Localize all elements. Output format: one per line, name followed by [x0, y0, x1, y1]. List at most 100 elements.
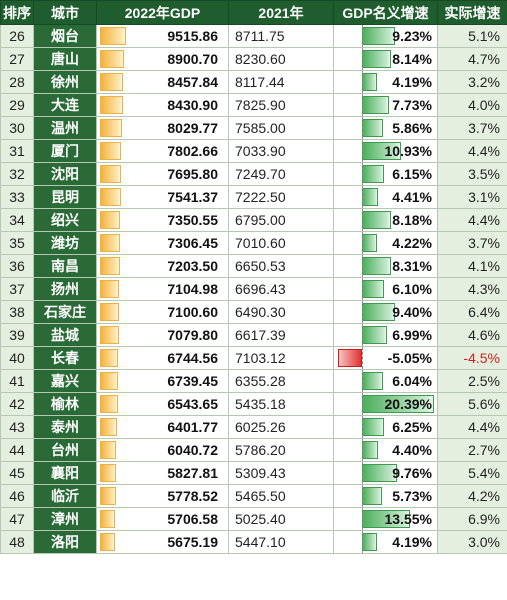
rank-cell: 36 [0, 254, 34, 278]
gdp2022-cell: 8029.77 [96, 116, 229, 140]
gdp2022-cell: 8900.70 [96, 47, 229, 71]
nominal-growth-value: 7.73% [392, 97, 432, 113]
nominal-growth-cell: 7.73% [333, 93, 438, 117]
table-row: 41 嘉兴 6739.45 6355.28 6.04% 2.5% [0, 369, 507, 393]
nominal-growth-cell: 8.18% [333, 208, 438, 232]
real-growth-cell: 3.0% [437, 530, 507, 554]
gdp2022-bar [100, 464, 116, 482]
gdp2022-value: 8029.77 [167, 120, 218, 136]
zero-axis-line [362, 117, 363, 139]
real-growth-cell: 3.7% [437, 231, 507, 255]
gdp2022-bar [100, 119, 122, 137]
gdp2022-bar [100, 96, 123, 114]
gdp2021-cell: 5786.20 [228, 438, 334, 462]
gdp2021-cell: 5025.40 [228, 507, 334, 531]
gdp2021-cell: 5447.10 [228, 530, 334, 554]
city-cell: 盐城 [33, 323, 97, 347]
rank-cell: 46 [0, 484, 34, 508]
gdp2022-cell: 6040.72 [96, 438, 229, 462]
nominal-growth-value: 5.73% [392, 488, 432, 504]
real-growth-cell: 4.3% [437, 277, 507, 301]
gdp2022-value: 6040.72 [167, 442, 218, 458]
nominal-growth-value: 8.18% [392, 212, 432, 228]
gdp2021-cell: 6355.28 [228, 369, 334, 393]
gdp2022-cell: 9515.86 [96, 24, 229, 48]
nominal-growth-cell: 9.23% [333, 24, 438, 48]
nominal-growth-bar-negative [338, 349, 362, 367]
rank-cell: 41 [0, 369, 34, 393]
gdp2022-value: 8457.84 [167, 74, 218, 90]
nominal-growth-cell: -5.05% [333, 346, 438, 370]
gdp-ranking-table: 排序 城市 2022年GDP 2021年 GDP名义增速 实际增速 26 烟台 95… [0, 0, 507, 554]
gdp2022-cell: 7541.37 [96, 185, 229, 209]
zero-axis-line [362, 255, 363, 277]
rank-cell: 30 [0, 116, 34, 140]
gdp2022-bar [100, 211, 120, 229]
rank-cell: 26 [0, 24, 34, 48]
real-growth-cell: 2.5% [437, 369, 507, 393]
zero-axis-line [362, 347, 363, 369]
table-body: 26 烟台 9515.86 8711.75 9.23% 5.1% 27 唐山 8900.70 82… [0, 24, 507, 554]
real-growth-cell: -4.5% [437, 346, 507, 370]
nominal-growth-value: 6.99% [392, 327, 432, 343]
nominal-growth-cell: 6.25% [333, 415, 438, 439]
nominal-growth-value: 6.10% [392, 281, 432, 297]
gdp2022-value: 8430.90 [167, 97, 218, 113]
gdp2021-cell: 6650.53 [228, 254, 334, 278]
zero-axis-line [362, 25, 363, 47]
gdp2022-value: 7100.60 [167, 304, 218, 320]
gdp2022-bar [100, 188, 121, 206]
nominal-growth-value: 4.40% [392, 442, 432, 458]
nominal-growth-value: 13.55% [384, 511, 432, 527]
zero-axis-line [362, 278, 363, 300]
rank-cell: 31 [0, 139, 34, 163]
gdp2022-bar [100, 326, 120, 344]
rank-cell: 48 [0, 530, 34, 554]
gdp2022-cell: 6744.56 [96, 346, 229, 370]
zero-axis-line [362, 531, 363, 553]
table-row: 36 南昌 7203.50 6650.53 8.31% 4.1% [0, 254, 507, 278]
gdp2022-cell: 6543.65 [96, 392, 229, 416]
nominal-growth-cell: 4.19% [333, 530, 438, 554]
nominal-growth-value: 8.14% [392, 51, 432, 67]
gdp2021-cell: 7033.90 [228, 139, 334, 163]
gdp2021-cell: 6025.26 [228, 415, 334, 439]
rank-cell: 34 [0, 208, 34, 232]
nominal-growth-cell: 4.22% [333, 231, 438, 255]
table-row: 42 榆林 6543.65 5435.18 20.39% 5.6% [0, 392, 507, 416]
gdp2022-value: 7541.37 [167, 189, 218, 205]
gdp2022-bar [100, 441, 117, 459]
header-rank: 排序 [0, 0, 34, 25]
rank-cell: 44 [0, 438, 34, 462]
real-growth-cell: 5.1% [437, 24, 507, 48]
header-real-growth: 实际增速 [437, 0, 507, 25]
table-row: 43 泰州 6401.77 6025.26 6.25% 4.4% [0, 415, 507, 439]
nominal-growth-cell: 9.40% [333, 300, 438, 324]
table-row: 40 长春 6744.56 7103.12 -5.05% -4.5% [0, 346, 507, 370]
gdp2022-value: 7695.80 [167, 166, 218, 182]
gdp2022-value: 7079.80 [167, 327, 218, 343]
zero-axis-line [362, 140, 363, 162]
gdp2022-cell: 7100.60 [96, 300, 229, 324]
gdp2022-value: 5778.52 [167, 488, 218, 504]
gdp2022-cell: 7350.55 [96, 208, 229, 232]
city-cell: 绍兴 [33, 208, 97, 232]
gdp2022-cell: 7695.80 [96, 162, 229, 186]
rank-cell: 40 [0, 346, 34, 370]
table-row: 28 徐州 8457.84 8117.44 4.19% 3.2% [0, 70, 507, 94]
gdp2022-value: 8900.70 [167, 51, 218, 67]
real-growth-cell: 2.7% [437, 438, 507, 462]
rank-cell: 43 [0, 415, 34, 439]
nominal-growth-cell: 13.55% [333, 507, 438, 531]
rank-cell: 29 [0, 93, 34, 117]
gdp2021-cell: 5465.50 [228, 484, 334, 508]
gdp2022-cell: 6401.77 [96, 415, 229, 439]
rank-cell: 38 [0, 300, 34, 324]
nominal-growth-value: 9.23% [392, 28, 432, 44]
gdp2022-cell: 8430.90 [96, 93, 229, 117]
nominal-growth-value: 5.86% [392, 120, 432, 136]
nominal-growth-value: 4.19% [392, 74, 432, 90]
city-cell: 大连 [33, 93, 97, 117]
real-growth-cell: 3.5% [437, 162, 507, 186]
